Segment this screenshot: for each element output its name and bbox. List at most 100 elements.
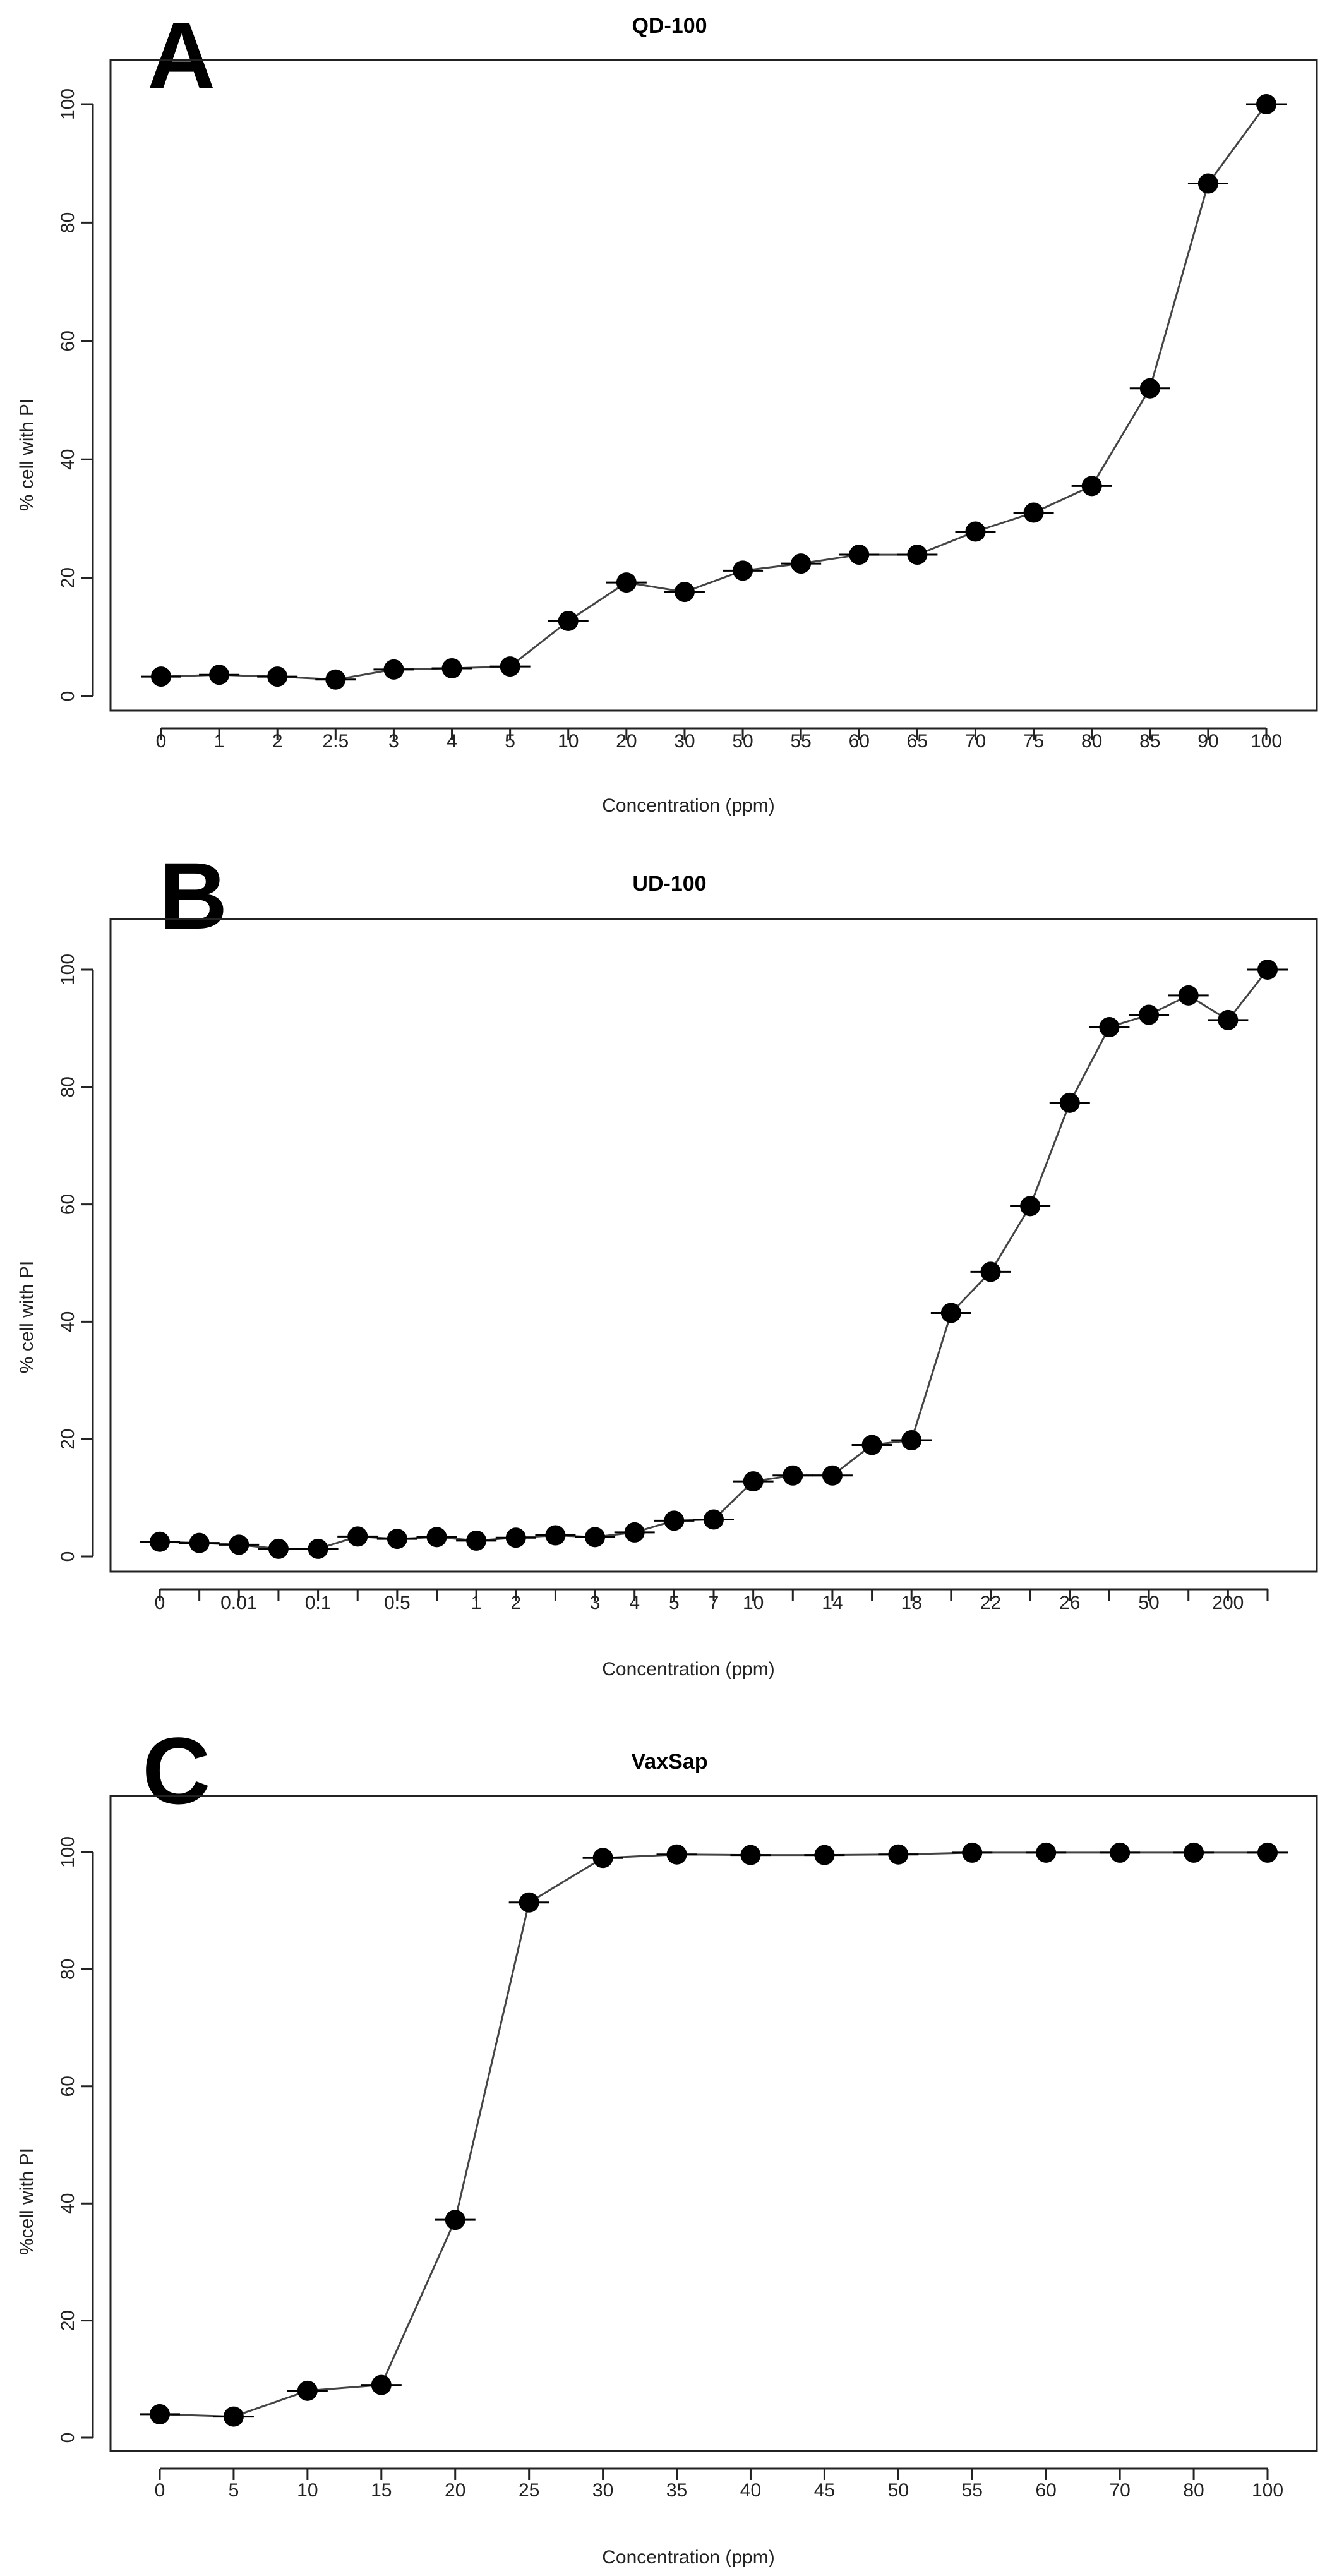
x-tick-label: 70 bbox=[965, 731, 986, 752]
data-point bbox=[1023, 502, 1044, 523]
y-tick-label: 40 bbox=[57, 449, 78, 470]
x-tick-label: 1 bbox=[471, 1592, 482, 1613]
y-axis-label-a: % cell with PI bbox=[16, 399, 37, 511]
x-tick-label: 65 bbox=[907, 731, 928, 752]
x-tick-label: 50 bbox=[732, 731, 753, 752]
data-point bbox=[1178, 985, 1199, 1006]
x-tick-label: 90 bbox=[1197, 731, 1218, 752]
x-tick-label: 80 bbox=[1183, 2480, 1204, 2501]
y-axis-label-c: %cell with PI bbox=[16, 2148, 37, 2255]
x-tick-label: 7 bbox=[709, 1592, 719, 1613]
data-point bbox=[519, 1892, 539, 1913]
data-point bbox=[325, 669, 346, 690]
data-point bbox=[371, 2374, 392, 2395]
x-tick-label: 30 bbox=[592, 2480, 613, 2501]
x-tick-label: 3 bbox=[590, 1592, 601, 1613]
x-tick-label: 4 bbox=[629, 1592, 640, 1613]
data-point bbox=[189, 1532, 210, 1553]
x-tick-label: 55 bbox=[962, 2480, 983, 2501]
plot-area-a: 0 1 2 2.5 3 4 5 10 20 30 50 55 60 65 70 75 80 85 90 100 0 20 4… bbox=[57, 59, 1318, 752]
x-tick-label: 15 bbox=[371, 2480, 392, 2501]
x-tick-label: 20 bbox=[616, 731, 637, 752]
data-point bbox=[743, 1471, 764, 1492]
x-tick-label: 3 bbox=[388, 731, 399, 752]
x-tick-label: 100 bbox=[1251, 731, 1282, 752]
y-tick-label: 20 bbox=[57, 567, 78, 588]
data-point bbox=[1257, 1842, 1278, 1863]
x-axis-label-b: Concentration (ppm) bbox=[602, 1659, 774, 1680]
x-tick-label: 10 bbox=[297, 2480, 318, 2501]
x-tick-label: 50 bbox=[888, 2480, 909, 2501]
plot-area-c: 0 5 10 15 20 25 30 35 40 45 50 55 60 70 80 100 0 20 40 60 80… bbox=[57, 1795, 1318, 2501]
data-point bbox=[1059, 1092, 1080, 1113]
y-axis-label-b: % cell with PI bbox=[16, 1261, 37, 1373]
data-point bbox=[901, 1430, 922, 1451]
x-tick-label: 5 bbox=[229, 2480, 239, 2501]
x-tick-label: 80 bbox=[1081, 731, 1102, 752]
data-point bbox=[347, 1526, 368, 1547]
data-point bbox=[888, 1844, 909, 1865]
x-tick-label: 50 bbox=[1138, 1592, 1159, 1613]
x-tick-label: 4 bbox=[447, 731, 457, 752]
series-line bbox=[160, 104, 1268, 681]
data-point bbox=[1218, 1009, 1239, 1030]
data-point bbox=[426, 1527, 447, 1548]
x-tick-label: 26 bbox=[1059, 1592, 1080, 1613]
chart-title-a: QD-100 bbox=[632, 14, 707, 38]
y-tick-label: 100 bbox=[57, 88, 78, 120]
data-point bbox=[624, 1522, 645, 1543]
x-tick-label: 0.01 bbox=[220, 1592, 257, 1613]
data-point bbox=[861, 1435, 882, 1455]
plot-frame bbox=[109, 1795, 1318, 2452]
x-tick-label: 85 bbox=[1139, 731, 1160, 752]
y-tick-label: 20 bbox=[57, 1429, 78, 1450]
panel-label-b: B bbox=[159, 843, 227, 949]
data-point bbox=[704, 1509, 724, 1530]
y-tick-label: 40 bbox=[57, 1311, 78, 1332]
data-point bbox=[308, 1538, 328, 1559]
x-tick-label: 200 bbox=[1212, 1592, 1244, 1613]
data-point bbox=[387, 1529, 407, 1550]
data-point bbox=[674, 582, 695, 603]
x-tick-label: 5 bbox=[505, 731, 515, 752]
y-tick-label: 60 bbox=[57, 1194, 78, 1215]
series-line bbox=[159, 1851, 1268, 2418]
x-tick-label: 60 bbox=[849, 731, 870, 752]
plot-frame bbox=[109, 918, 1318, 1573]
x-tick-label: 2 bbox=[272, 731, 283, 752]
x-tick-label: 10 bbox=[743, 1592, 764, 1613]
panel-label-c: C bbox=[142, 1718, 210, 1824]
y-tick-label: 100 bbox=[57, 954, 78, 985]
x-tick-label: 0.5 bbox=[384, 1592, 411, 1613]
data-point bbox=[1020, 1196, 1041, 1217]
panel-a: A QD-100 Concentration (ppm) % cell with… bbox=[16, 3, 1318, 816]
x-tick-label: 0.1 bbox=[305, 1592, 332, 1613]
data-point bbox=[558, 611, 579, 632]
data-point bbox=[940, 1303, 961, 1323]
data-point bbox=[814, 1845, 835, 1865]
data-point bbox=[1099, 1017, 1120, 1038]
data-point bbox=[1139, 378, 1160, 399]
x-tick-label: 0 bbox=[156, 731, 167, 752]
x-axis-label-a: Concentration (ppm) bbox=[602, 795, 774, 816]
data-point bbox=[151, 666, 171, 687]
x-tick-label: 20 bbox=[445, 2480, 465, 2501]
x-tick-label: 35 bbox=[666, 2480, 687, 2501]
data-point bbox=[822, 1465, 843, 1486]
data-point bbox=[965, 521, 986, 542]
y-tick-label: 0 bbox=[57, 2433, 78, 2443]
data-point bbox=[1257, 960, 1278, 980]
x-tick-label: 40 bbox=[740, 2480, 761, 2501]
data-point bbox=[849, 545, 870, 565]
y-tick-label: 80 bbox=[57, 1076, 78, 1097]
x-tick-label: 30 bbox=[674, 731, 695, 752]
data-point bbox=[962, 1842, 983, 1863]
x-tick-label: 0 bbox=[155, 2480, 165, 2501]
data-point bbox=[445, 2210, 465, 2230]
x-tick-label: 2.5 bbox=[322, 731, 349, 752]
x-tick-label: 1 bbox=[214, 731, 225, 752]
x-tick-label: 25 bbox=[519, 2480, 539, 2501]
data-point bbox=[297, 2380, 318, 2401]
data-point bbox=[1197, 173, 1218, 194]
